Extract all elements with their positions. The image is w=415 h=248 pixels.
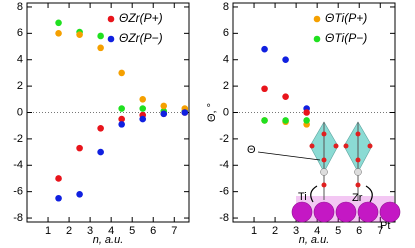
y-tick-label: 6	[223, 27, 229, 39]
y-tick-label: 8	[17, 1, 23, 13]
panel: -8 -6 -4 -2 0 2 4 6 8 1 2 3 4 5 6 7 n, a.u.	[13, 1, 190, 246]
point	[118, 121, 125, 128]
y-tick-label: 2	[17, 80, 23, 92]
point	[118, 105, 125, 112]
y-tick-label: 8	[223, 1, 229, 13]
x-tick-label: 5	[129, 225, 135, 237]
point	[139, 96, 147, 103]
point	[76, 31, 83, 38]
point	[139, 115, 147, 123]
y-tick-label: -8	[13, 212, 23, 224]
x-tick-label: 1	[45, 225, 51, 237]
y-tick-label: -2	[13, 133, 23, 145]
y-tick-label: 4	[17, 54, 23, 66]
y-tick-label: 0	[17, 106, 23, 118]
point	[76, 190, 83, 198]
x-axis-label: n, a.u.	[299, 234, 330, 246]
legend-label: ΘTi(P+)	[325, 11, 367, 25]
y-tick-label: -6	[13, 186, 23, 198]
x-tick-label: 4	[314, 225, 320, 237]
y-tick-label: -4	[13, 159, 23, 171]
point	[97, 125, 104, 132]
y-tick-label: -8	[219, 212, 229, 224]
point	[55, 175, 62, 182]
legend-marker	[107, 35, 115, 43]
inset-structure	[257, 121, 401, 223]
point	[282, 93, 289, 100]
x-tick-label: 2	[272, 225, 278, 237]
plot-frame	[26, 2, 190, 223]
y-tick-label: -2	[219, 133, 229, 145]
legend-marker	[107, 15, 115, 23]
legend-label: ΘZr(P+)	[119, 11, 163, 25]
x-tick-label: 4	[108, 225, 114, 237]
point	[118, 115, 125, 123]
legend-label: ΘTi(P−)	[325, 31, 367, 45]
y-axis-label: Θ, °	[206, 103, 218, 122]
annotation: Ti	[298, 191, 307, 203]
y-tick-label: 4	[223, 54, 229, 66]
x-tick-label: 3	[293, 225, 299, 237]
point	[118, 69, 125, 77]
x-tick-label: 6	[150, 225, 156, 237]
annotation: Pt	[380, 220, 390, 232]
x-tick-label: 1	[251, 225, 257, 237]
x-tick-label: 2	[66, 225, 72, 237]
y-tick-label: 0	[223, 106, 229, 118]
point	[139, 105, 147, 112]
y-tick-label: -6	[219, 186, 229, 198]
point	[303, 109, 310, 116]
point	[261, 117, 268, 124]
legend-marker	[313, 35, 321, 43]
point	[76, 144, 83, 152]
legend-label: ΘZr(P−)	[119, 31, 163, 45]
plot-frame	[232, 2, 396, 223]
x-tick-label: 7	[377, 225, 383, 237]
point	[261, 85, 268, 93]
x-tick-label: 3	[87, 225, 93, 237]
y-tick-label: 2	[223, 80, 229, 92]
point	[55, 19, 62, 27]
point	[303, 117, 310, 124]
point	[55, 194, 62, 202]
annotation: Zr	[352, 192, 363, 204]
y-tick-label: -4	[219, 159, 229, 171]
x-axis-label: n, a.u.	[93, 234, 124, 246]
legend-marker	[313, 15, 321, 23]
x-tick-label: 7	[171, 225, 177, 237]
point	[97, 148, 104, 156]
point	[55, 30, 62, 37]
point	[282, 56, 289, 64]
point	[261, 45, 268, 53]
point	[97, 32, 104, 40]
y-tick-label: 6	[17, 27, 23, 39]
point	[181, 109, 189, 116]
x-tick-label: 5	[335, 225, 341, 237]
panel: -8 -6 -4 -2 0 2 4 6 8 1 2 3 4 5 6 7 n, a.u. Θ, °	[206, 1, 396, 246]
annotation: Θ	[247, 144, 256, 156]
point	[160, 110, 168, 118]
point	[282, 117, 289, 124]
point	[97, 44, 104, 52]
x-tick-label: 6	[356, 225, 362, 237]
point	[160, 102, 168, 110]
